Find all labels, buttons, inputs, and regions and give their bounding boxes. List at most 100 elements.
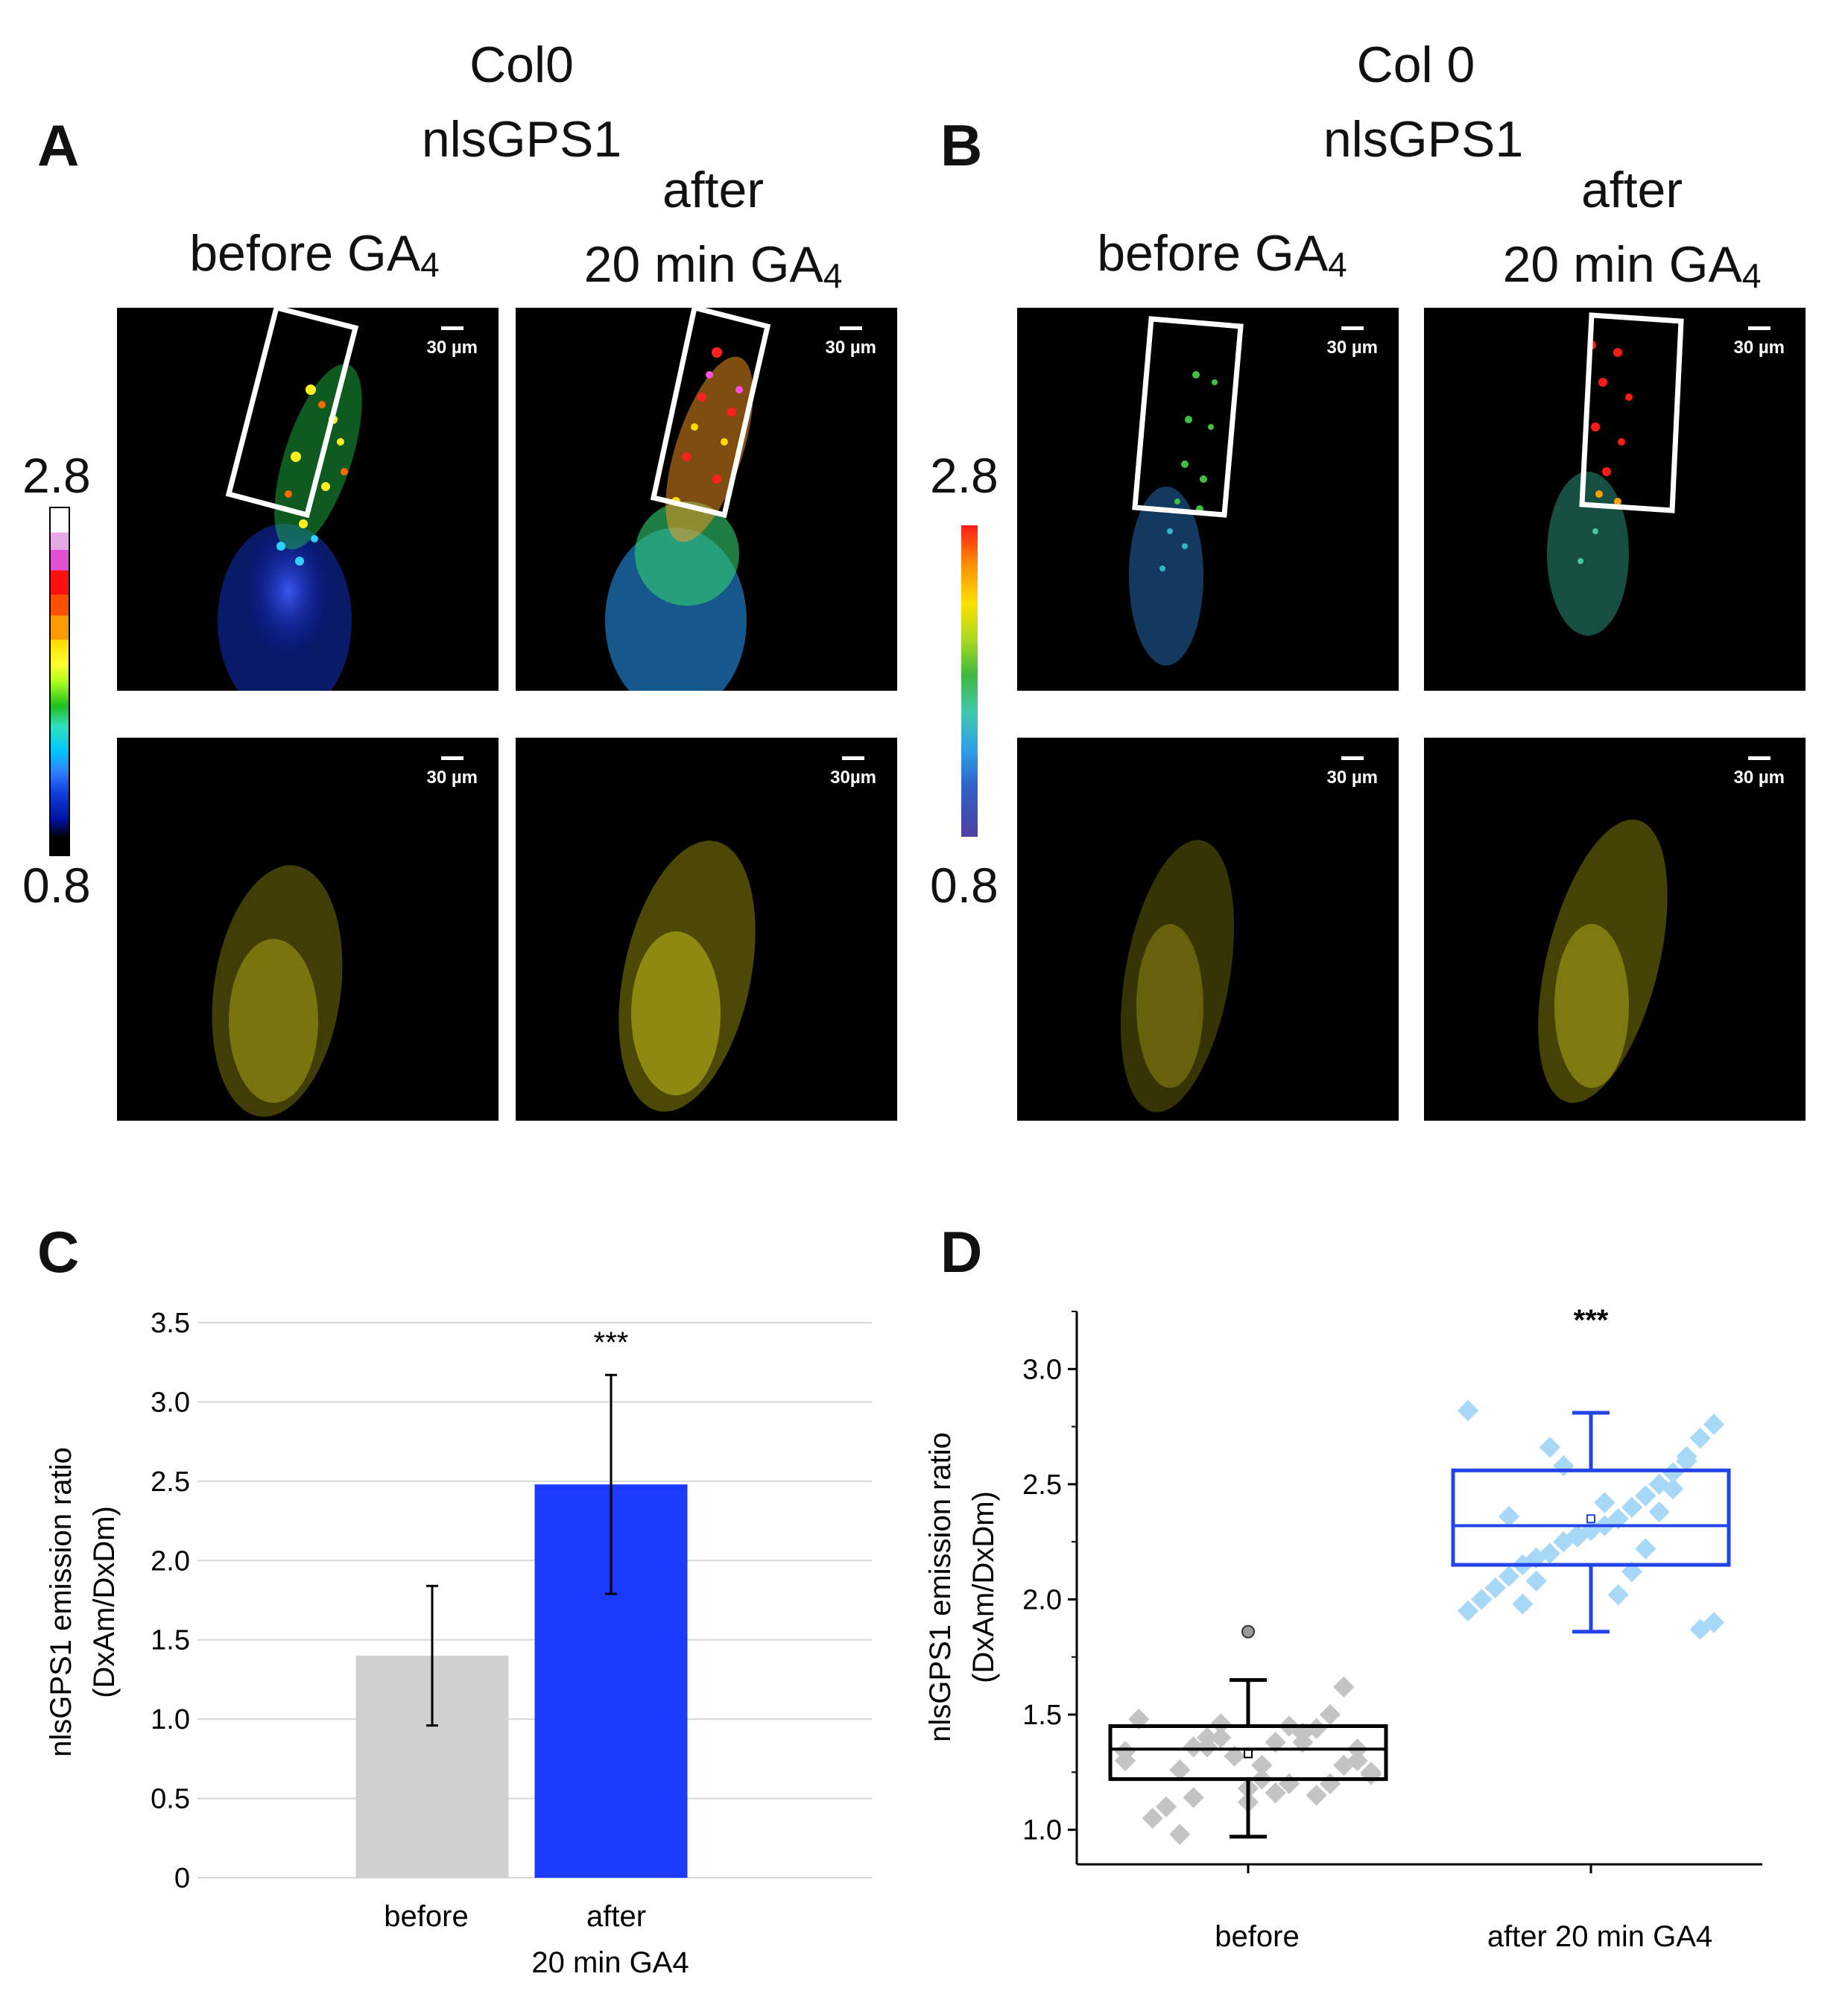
data-point bbox=[1648, 1501, 1670, 1523]
data-point bbox=[1553, 1455, 1575, 1477]
box bbox=[1451, 1468, 1731, 1567]
data-point bbox=[1347, 1750, 1368, 1772]
data-point bbox=[1457, 1399, 1479, 1422]
panel-a-before-label: before GA4 bbox=[189, 225, 440, 284]
data-point bbox=[1196, 1726, 1218, 1749]
chart-d: 1.0 1.5 2.0 2.5 3.0 *** before after 20 min GA4… bbox=[924, 1304, 1762, 1953]
data-point bbox=[1251, 1754, 1273, 1776]
scale-bar: 30 µm bbox=[426, 756, 478, 788]
scale-bar: 30 µm bbox=[825, 326, 876, 358]
data-point bbox=[1525, 1570, 1547, 1592]
data-point bbox=[1210, 1713, 1232, 1735]
data-point bbox=[1689, 1427, 1711, 1449]
panel-b-label: B bbox=[940, 113, 983, 178]
y-tick-label: 2.5 bbox=[151, 1466, 190, 1498]
data-point bbox=[1498, 1506, 1520, 1528]
mean-marker bbox=[1244, 1749, 1253, 1759]
panel-d-label: D bbox=[940, 1219, 983, 1285]
panel-a-colorbar-min: 0.8 bbox=[22, 858, 91, 913]
micrograph-b-fret-after-image bbox=[1538, 819, 1668, 1104]
x-tick-label: after bbox=[586, 1900, 646, 1933]
significance-label: *** bbox=[1574, 1304, 1609, 1337]
panel-a-label: A bbox=[37, 113, 80, 178]
panel-b-line2: nlsGPS1 bbox=[1323, 111, 1524, 168]
data-point bbox=[1635, 1538, 1656, 1560]
data-point bbox=[1662, 1478, 1684, 1500]
micrograph-b-ratio-before-image bbox=[1129, 316, 1244, 665]
y-tick-label: 1.5 bbox=[1022, 1700, 1062, 1731]
micrograph-b-ratio-after: 30 µm bbox=[1424, 308, 1806, 691]
y-axis-title: nlsGPS1 emission ratio (DxAm/DxDm) bbox=[45, 1447, 121, 1757]
micrograph-a-fret-after: 30µm bbox=[516, 738, 897, 1121]
data-point bbox=[1183, 1787, 1204, 1808]
panel-b-before-label: before GA4 bbox=[1097, 225, 1347, 284]
roi-box bbox=[650, 308, 771, 519]
micrograph-b-fret-before-image bbox=[1120, 840, 1235, 1112]
data-point bbox=[1155, 1796, 1177, 1817]
data-point bbox=[1512, 1593, 1534, 1615]
micrograph-a-fret-before-image bbox=[212, 865, 343, 1117]
scale-bar: 30 µm bbox=[426, 326, 478, 358]
data-point bbox=[1224, 1745, 1245, 1767]
data-point bbox=[1169, 1823, 1191, 1845]
data-point bbox=[1306, 1785, 1327, 1806]
x-tick-label: after 20 min GA4 bbox=[1487, 1920, 1712, 1953]
y-tick-label: 1.0 bbox=[151, 1704, 190, 1735]
y-tick-label: 3.0 bbox=[151, 1387, 190, 1418]
x-tick-label: 20 min GA4 bbox=[531, 1946, 689, 1979]
chart-c: 0 0.5 1.0 1.5 2.0 2.5 3.0 3.5 *** before after 20 m… bbox=[45, 1308, 872, 1979]
data-point bbox=[1607, 1584, 1629, 1606]
micrograph-b-ratio-before: 30 µm bbox=[1017, 308, 1399, 691]
panel-a-line2: nlsGPS1 bbox=[421, 111, 622, 168]
scale-bar: 30 µm bbox=[1733, 756, 1785, 788]
y-tick-label: 0.5 bbox=[151, 1784, 190, 1815]
y-axis-title-line1: nlsGPS1 emission ratio bbox=[45, 1447, 77, 1757]
panel-a-line1: Col0 bbox=[469, 37, 574, 93]
micrograph-a-fret-before: 30 µm bbox=[117, 738, 499, 1121]
data-point bbox=[1594, 1492, 1616, 1513]
data-point bbox=[1621, 1496, 1643, 1518]
data-point bbox=[1703, 1414, 1725, 1435]
scale-bar: 30 µm bbox=[1733, 326, 1785, 358]
panel-a-after-label: after 20 min GA4 bbox=[583, 162, 843, 295]
scale-bar: 30 µm bbox=[1326, 756, 1378, 788]
y-tick-label: 2.5 bbox=[1022, 1469, 1062, 1501]
panel-b-colorbar bbox=[961, 525, 978, 837]
roi-box bbox=[1579, 312, 1684, 513]
y-tick-label: 3.5 bbox=[151, 1308, 190, 1339]
significance-label: *** bbox=[594, 1326, 629, 1359]
data-point bbox=[1114, 1741, 1136, 1762]
data-point bbox=[1539, 1437, 1561, 1458]
scale-bar: 30µm bbox=[830, 756, 876, 788]
y-tick-label: 1.5 bbox=[151, 1625, 190, 1656]
data-point bbox=[1360, 1764, 1382, 1785]
micrograph-a-ratio-before: 30 µm bbox=[117, 308, 499, 691]
x-tick-label: before bbox=[1215, 1920, 1299, 1953]
y-axis-title: nlsGPS1 emission ratio (DxAm/DxDm) bbox=[924, 1432, 1000, 1742]
data-point bbox=[1319, 1703, 1341, 1726]
data-point bbox=[1333, 1676, 1355, 1698]
roi-box bbox=[1132, 316, 1244, 518]
data-point bbox=[1484, 1577, 1506, 1599]
y-tick-label: 0 bbox=[174, 1863, 190, 1894]
y-axis-title-line1: nlsGPS1 emission ratio bbox=[924, 1432, 957, 1742]
x-tick-label: before bbox=[384, 1900, 468, 1933]
data-point bbox=[1662, 1462, 1684, 1484]
panel-b-colorbar-max: 2.8 bbox=[930, 448, 999, 503]
y-tick-label: 3.0 bbox=[1022, 1354, 1062, 1385]
scale-bar: 30 µm bbox=[1326, 326, 1378, 358]
y-tick-label: 2.0 bbox=[151, 1545, 190, 1577]
y-tick-label: 1.0 bbox=[1022, 1815, 1062, 1846]
panel-a-colorbar-max: 2.8 bbox=[22, 448, 91, 503]
box bbox=[1108, 1724, 1388, 1782]
panel-b-after-label: after 20 min GA4 bbox=[1502, 162, 1762, 295]
mean-marker bbox=[1586, 1514, 1595, 1524]
panel-a-colorbar bbox=[49, 507, 70, 856]
micrograph-a-ratio-before-image bbox=[218, 308, 362, 691]
roi-box bbox=[225, 308, 359, 519]
panel-b-line1: Col 0 bbox=[1356, 37, 1475, 93]
micrograph-a-fret-after-image bbox=[618, 841, 756, 1112]
micrograph-b-fret-before: 30 µm bbox=[1017, 738, 1399, 1121]
panel-b-colorbar-min: 0.8 bbox=[930, 858, 999, 913]
y-tick-label: 2.0 bbox=[1022, 1584, 1062, 1615]
